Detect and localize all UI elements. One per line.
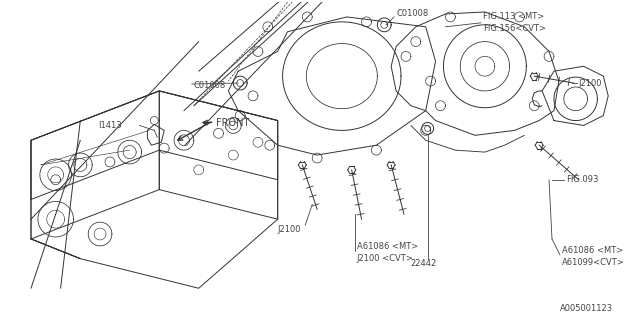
Text: I1413: I1413 bbox=[98, 121, 122, 130]
Text: FIG.093: FIG.093 bbox=[566, 175, 598, 184]
Text: FIG.113 <MT>: FIG.113 <MT> bbox=[483, 12, 544, 21]
Text: FRONT: FRONT bbox=[216, 117, 250, 127]
Text: A61099<CVT>: A61099<CVT> bbox=[562, 258, 625, 267]
Text: FIG.156<CVT>: FIG.156<CVT> bbox=[483, 24, 546, 33]
Text: J2100: J2100 bbox=[579, 78, 602, 88]
Text: C01008: C01008 bbox=[194, 82, 226, 91]
Text: 22442: 22442 bbox=[411, 259, 437, 268]
Text: J2100: J2100 bbox=[278, 225, 301, 234]
Text: C01008: C01008 bbox=[396, 10, 428, 19]
Text: J2100 <CVT>: J2100 <CVT> bbox=[356, 254, 413, 263]
Text: A61086 <MT>: A61086 <MT> bbox=[562, 246, 623, 255]
Text: A61086 <MT>: A61086 <MT> bbox=[356, 242, 418, 251]
Text: A005001123: A005001123 bbox=[560, 303, 613, 313]
